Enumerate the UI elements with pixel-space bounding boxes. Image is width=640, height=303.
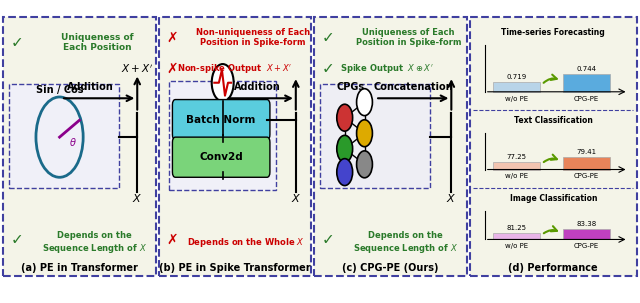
Text: 77.25: 77.25 — [506, 154, 527, 160]
Text: Sin / Cos: Sin / Cos — [36, 85, 83, 95]
Text: Addition: Addition — [67, 82, 113, 92]
Text: 0.744: 0.744 — [577, 66, 596, 72]
Text: CPG-PE: CPG-PE — [574, 173, 599, 179]
Text: 81.25: 81.25 — [506, 225, 527, 231]
Text: Spike Output  $X \oplus X'$: Spike Output $X \oplus X'$ — [340, 62, 435, 75]
Text: ✓: ✓ — [321, 61, 334, 76]
Text: ✓: ✓ — [321, 30, 334, 45]
Text: (c) CPG-PE (Ours): (c) CPG-PE (Ours) — [342, 263, 438, 273]
Text: $X$: $X$ — [291, 192, 301, 204]
Bar — [563, 74, 610, 92]
Text: ✓: ✓ — [10, 35, 23, 50]
Text: ✗: ✗ — [166, 30, 179, 45]
Bar — [493, 233, 540, 239]
Circle shape — [356, 120, 372, 147]
Text: ✗: ✗ — [166, 62, 179, 75]
Bar — [170, 82, 276, 190]
Circle shape — [337, 104, 353, 131]
Text: Conv2d: Conv2d — [199, 152, 243, 162]
Text: w/o PE: w/o PE — [505, 243, 528, 249]
FancyBboxPatch shape — [172, 100, 270, 140]
Circle shape — [337, 159, 353, 185]
Text: Batch Norm: Batch Norm — [186, 115, 256, 125]
Text: ✓: ✓ — [10, 232, 23, 247]
Text: $\theta$: $\theta$ — [68, 136, 76, 148]
Text: Time-series Forecasting: Time-series Forecasting — [501, 28, 605, 37]
Text: Addition: Addition — [234, 82, 281, 92]
Text: 0.719: 0.719 — [506, 74, 527, 80]
Text: w/o PE: w/o PE — [505, 96, 528, 102]
Text: ✗: ✗ — [166, 232, 179, 246]
Bar — [563, 157, 610, 169]
Text: Depends on the
Sequence Length of $X$: Depends on the Sequence Length of $X$ — [42, 231, 147, 255]
Text: Image Classification: Image Classification — [509, 194, 597, 203]
Text: ✓: ✓ — [321, 232, 334, 247]
FancyBboxPatch shape — [172, 137, 270, 177]
Text: $X$: $X$ — [132, 192, 142, 204]
Text: (d) Performance: (d) Performance — [508, 263, 598, 273]
Bar — [321, 84, 430, 188]
Bar — [493, 82, 540, 92]
Text: 83.38: 83.38 — [577, 221, 597, 228]
Text: (a) PE in Transformer: (a) PE in Transformer — [21, 263, 138, 273]
Text: (b) PE in Spike Transformer: (b) PE in Spike Transformer — [159, 263, 310, 273]
Circle shape — [212, 64, 234, 102]
Text: CPG-PE: CPG-PE — [574, 243, 599, 249]
Bar — [493, 162, 540, 169]
Text: 79.41: 79.41 — [577, 148, 596, 155]
Text: Non-uniqueness of Each
Position in Spike-form: Non-uniqueness of Each Position in Spike… — [196, 28, 310, 47]
Circle shape — [337, 135, 353, 162]
Text: $X + X'$: $X + X'$ — [121, 62, 154, 75]
Bar — [10, 84, 119, 188]
Circle shape — [356, 89, 372, 116]
Text: CPG-PE: CPG-PE — [574, 96, 599, 102]
Text: w/o PE: w/o PE — [505, 173, 528, 179]
Text: Text Classification: Text Classification — [514, 116, 593, 125]
Text: Non-spike Output  $X + X'$: Non-spike Output $X + X'$ — [177, 62, 292, 75]
Text: Uniqueness of
Each Position: Uniqueness of Each Position — [61, 33, 134, 52]
Circle shape — [356, 151, 372, 178]
Bar — [563, 229, 610, 239]
Text: $X$: $X$ — [446, 192, 456, 204]
Text: Uniqueness of Each
Position in Spike-form: Uniqueness of Each Position in Spike-for… — [356, 28, 461, 47]
Text: Depends on the Whole $X$: Depends on the Whole $X$ — [187, 235, 305, 248]
Text: Depends on the
Sequence Length of $X$: Depends on the Sequence Length of $X$ — [353, 231, 458, 255]
Text: CPGs: CPGs — [337, 82, 365, 92]
Text: Concatenation: Concatenation — [373, 82, 453, 92]
